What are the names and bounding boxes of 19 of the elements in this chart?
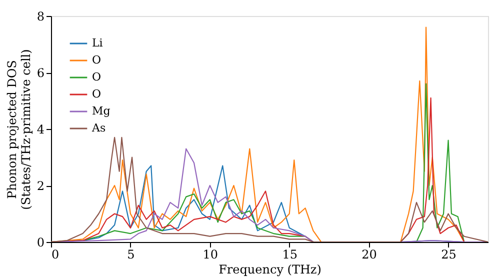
legend-label: Li	[92, 36, 104, 50]
y-tick-label: 8	[36, 10, 44, 24]
y-tick-label: 4	[36, 122, 45, 136]
y-tick-label: 2	[36, 179, 44, 193]
x-tick-label: 15	[282, 248, 298, 262]
legend-label: O	[92, 54, 102, 66]
y-tick-label: 6	[36, 66, 44, 80]
x-tick-label: 25	[441, 248, 456, 262]
y-axis-title: Phonon projected DOS (States/THz·primitive cell)	[4, 49, 33, 210]
legend-label: O	[92, 70, 102, 84]
legend-label: Mg	[92, 104, 110, 118]
x-tick-label: 10	[202, 248, 218, 262]
x-tick-label: 0	[52, 248, 60, 262]
legend-label: As	[91, 122, 106, 134]
x-tick-label: 5	[127, 248, 135, 262]
y-tick-label: 0	[36, 236, 44, 250]
legend-label: O	[92, 88, 102, 100]
x-axis-title: Frequency (THz)	[218, 262, 322, 276]
x-tick-label: 20	[362, 248, 377, 262]
